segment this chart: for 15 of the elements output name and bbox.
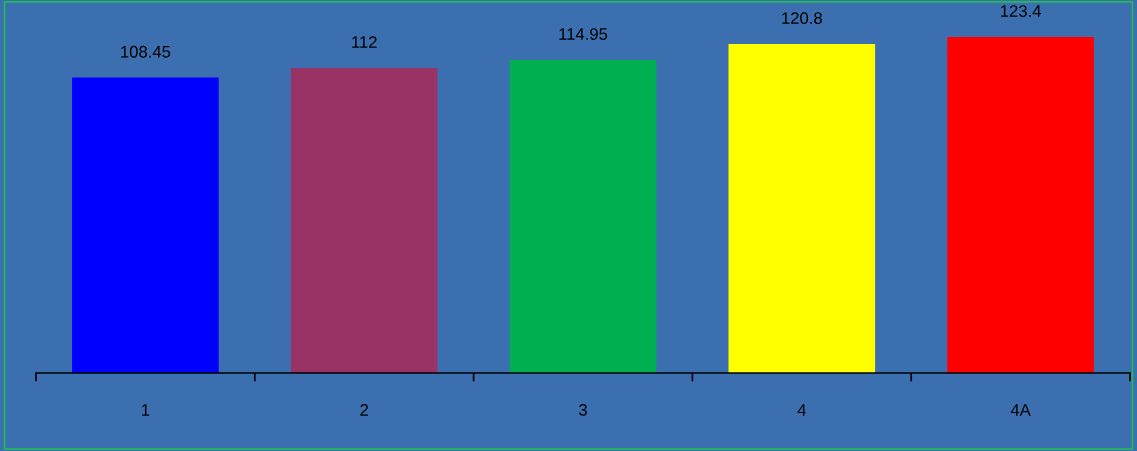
bar (728, 43, 876, 373)
data-label: 123.4 (1001, 5, 1041, 17)
data-label: 108.45 (121, 45, 171, 58)
x-tick-label: 3 (579, 404, 587, 416)
x-tick-label: 1 (142, 404, 150, 416)
bar (72, 77, 219, 373)
x-tick-label: 4A (1010, 404, 1031, 416)
bar (290, 67, 438, 373)
data-label: 112 (352, 36, 377, 48)
x-tick-label: 4 (797, 404, 806, 416)
x-tick-label: 2 (360, 404, 368, 416)
bar (947, 36, 1094, 373)
data-label: 120.8 (782, 12, 822, 25)
bar (509, 59, 657, 373)
data-label: 114.95 (559, 28, 608, 40)
